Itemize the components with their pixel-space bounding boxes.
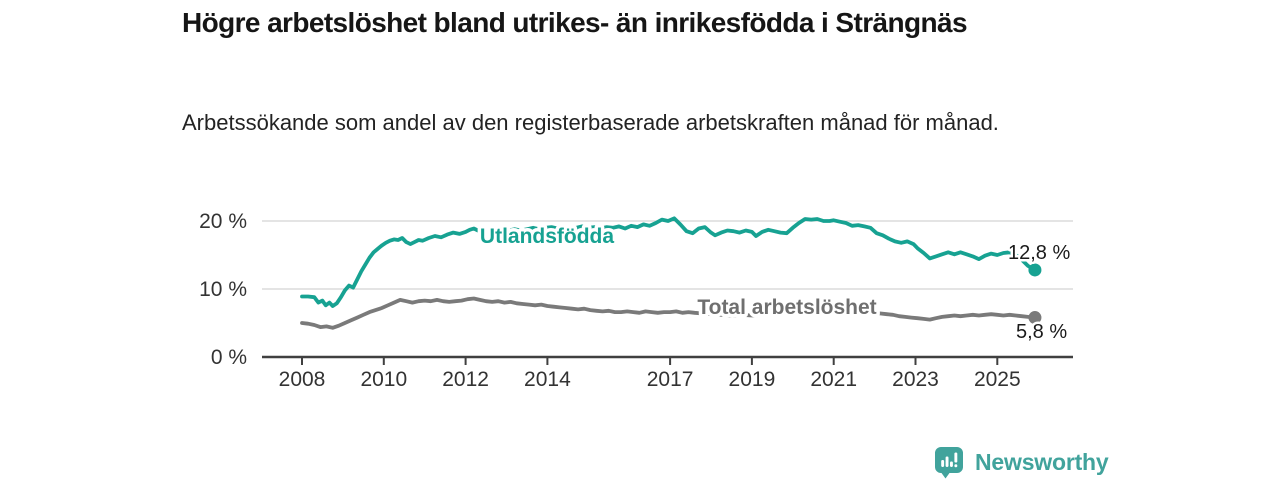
y-tick-label: 10 % [199,278,247,301]
newsworthy-branding: Newsworthy [934,446,1109,479]
series-label-utlandsfodda: Utlandsfödda [480,225,614,248]
y-tick-label: 20 % [199,210,247,233]
newsworthy-logo-icon [934,446,964,479]
x-tick-label: 2023 [892,368,939,391]
x-tick-label: 2021 [810,368,857,391]
chart-subtitle: Arbetssökande som andel av den registerb… [182,110,999,135]
series-end-dot-utlandsfodda [1028,263,1042,277]
y-tick-label: 0 % [211,346,247,369]
x-tick-label: 2025 [974,368,1021,391]
chart-header: Högre arbetslöshet bland utrikes- än inr… [182,4,992,41]
series-end-dot-total [1028,311,1042,325]
x-tick-label: 2012 [442,368,489,391]
x-tick-label: 2014 [524,368,571,391]
x-axis-ticks: 2008 2010 2012 2014 2017 2019 2021 2023 2025 [279,357,1021,391]
series-label-total-arbetsloshet: Total arbetslöshet [697,296,876,319]
chart-title: Högre arbetslöshet bland utrikes- än inr… [182,7,968,38]
series-line-utlandsfodda [300,216,1037,308]
x-tick-label: 2019 [729,368,776,391]
x-tick-label: 2008 [279,368,326,391]
series-line-total [300,296,1037,330]
series-end-dots [1028,263,1042,325]
x-tick-label: 2017 [647,368,694,391]
y-axis-tick-labels: 20 % 10 % 0 % [199,210,247,369]
end-value-label-total: 5,8 % [1016,321,1067,343]
end-value-label-utlandsfodda: 12,8 % [1008,242,1070,264]
series-lines [300,216,1037,330]
x-tick-label: 2010 [360,368,407,391]
newsworthy-wordmark: Newsworthy [975,449,1109,475]
